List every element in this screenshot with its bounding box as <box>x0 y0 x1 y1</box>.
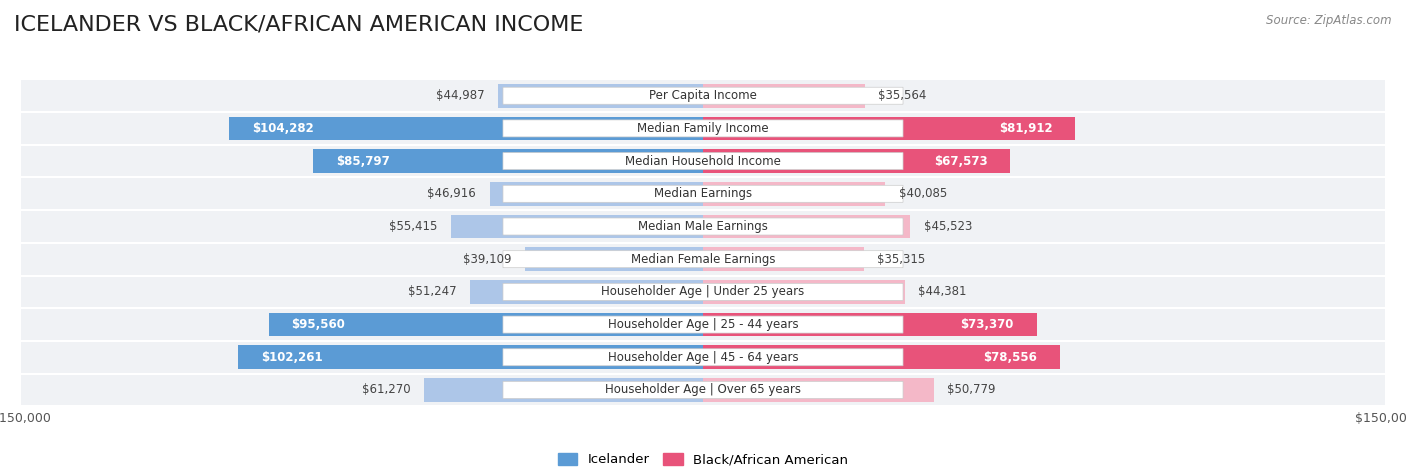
Bar <box>21 276 1385 308</box>
Text: $44,381: $44,381 <box>918 285 967 298</box>
FancyBboxPatch shape <box>503 218 903 235</box>
Text: Householder Age | Over 65 years: Householder Age | Over 65 years <box>605 383 801 396</box>
FancyBboxPatch shape <box>503 283 903 300</box>
Text: $44,987: $44,987 <box>436 89 485 102</box>
Bar <box>703 182 886 205</box>
Text: Median Male Earnings: Median Male Earnings <box>638 220 768 233</box>
Text: Householder Age | 45 - 64 years: Householder Age | 45 - 64 years <box>607 351 799 364</box>
Text: $102,261: $102,261 <box>262 351 322 364</box>
Bar <box>703 378 934 402</box>
Text: $85,797: $85,797 <box>336 155 389 168</box>
Bar <box>703 215 910 238</box>
Text: $55,415: $55,415 <box>389 220 437 233</box>
Text: $35,315: $35,315 <box>877 253 925 266</box>
FancyBboxPatch shape <box>503 120 903 137</box>
Bar <box>489 182 703 205</box>
Text: $95,560: $95,560 <box>291 318 346 331</box>
Text: $39,109: $39,109 <box>463 253 512 266</box>
Text: $81,912: $81,912 <box>1000 122 1053 135</box>
Text: $51,247: $51,247 <box>408 285 457 298</box>
Text: $45,523: $45,523 <box>924 220 972 233</box>
Bar <box>21 308 1385 341</box>
Text: $78,556: $78,556 <box>984 351 1038 364</box>
Text: Median Household Income: Median Household Income <box>626 155 780 168</box>
Legend: Icelander, Black/African American: Icelander, Black/African American <box>553 448 853 467</box>
Text: $40,085: $40,085 <box>898 187 948 200</box>
Text: Median Female Earnings: Median Female Earnings <box>631 253 775 266</box>
Bar <box>314 149 703 173</box>
Bar <box>269 313 703 336</box>
Text: $61,270: $61,270 <box>363 383 411 396</box>
Text: $67,573: $67,573 <box>934 155 987 168</box>
FancyBboxPatch shape <box>503 316 903 333</box>
Text: Source: ZipAtlas.com: Source: ZipAtlas.com <box>1267 14 1392 27</box>
Text: Householder Age | Under 25 years: Householder Age | Under 25 years <box>602 285 804 298</box>
FancyBboxPatch shape <box>503 87 903 104</box>
Bar <box>703 248 863 271</box>
FancyBboxPatch shape <box>503 251 903 268</box>
Text: $46,916: $46,916 <box>427 187 477 200</box>
Bar <box>703 84 865 107</box>
Bar <box>703 313 1036 336</box>
Bar <box>21 145 1385 177</box>
Bar <box>21 341 1385 374</box>
Text: Median Family Income: Median Family Income <box>637 122 769 135</box>
Bar <box>21 79 1385 112</box>
Bar <box>238 346 703 369</box>
Text: Median Earnings: Median Earnings <box>654 187 752 200</box>
Bar <box>703 280 904 304</box>
Bar <box>703 149 1010 173</box>
Text: $50,779: $50,779 <box>948 383 995 396</box>
Bar <box>21 112 1385 145</box>
FancyBboxPatch shape <box>503 382 903 398</box>
Text: ICELANDER VS BLACK/AFRICAN AMERICAN INCOME: ICELANDER VS BLACK/AFRICAN AMERICAN INCO… <box>14 14 583 34</box>
Text: Householder Age | 25 - 44 years: Householder Age | 25 - 44 years <box>607 318 799 331</box>
Bar <box>703 117 1076 140</box>
Text: $35,564: $35,564 <box>879 89 927 102</box>
Bar <box>526 248 703 271</box>
Bar <box>425 378 703 402</box>
FancyBboxPatch shape <box>503 185 903 202</box>
Bar <box>21 177 1385 210</box>
FancyBboxPatch shape <box>503 153 903 170</box>
Text: Per Capita Income: Per Capita Income <box>650 89 756 102</box>
Bar <box>451 215 703 238</box>
Text: $73,370: $73,370 <box>960 318 1014 331</box>
Text: $104,282: $104,282 <box>252 122 314 135</box>
Bar <box>21 243 1385 276</box>
Bar <box>21 374 1385 406</box>
Bar <box>499 84 703 107</box>
Bar <box>470 280 703 304</box>
Bar <box>703 346 1060 369</box>
Bar <box>229 117 703 140</box>
Bar <box>21 210 1385 243</box>
FancyBboxPatch shape <box>503 349 903 366</box>
